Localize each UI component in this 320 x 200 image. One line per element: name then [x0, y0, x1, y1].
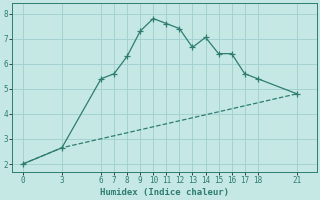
X-axis label: Humidex (Indice chaleur): Humidex (Indice chaleur): [100, 188, 229, 197]
